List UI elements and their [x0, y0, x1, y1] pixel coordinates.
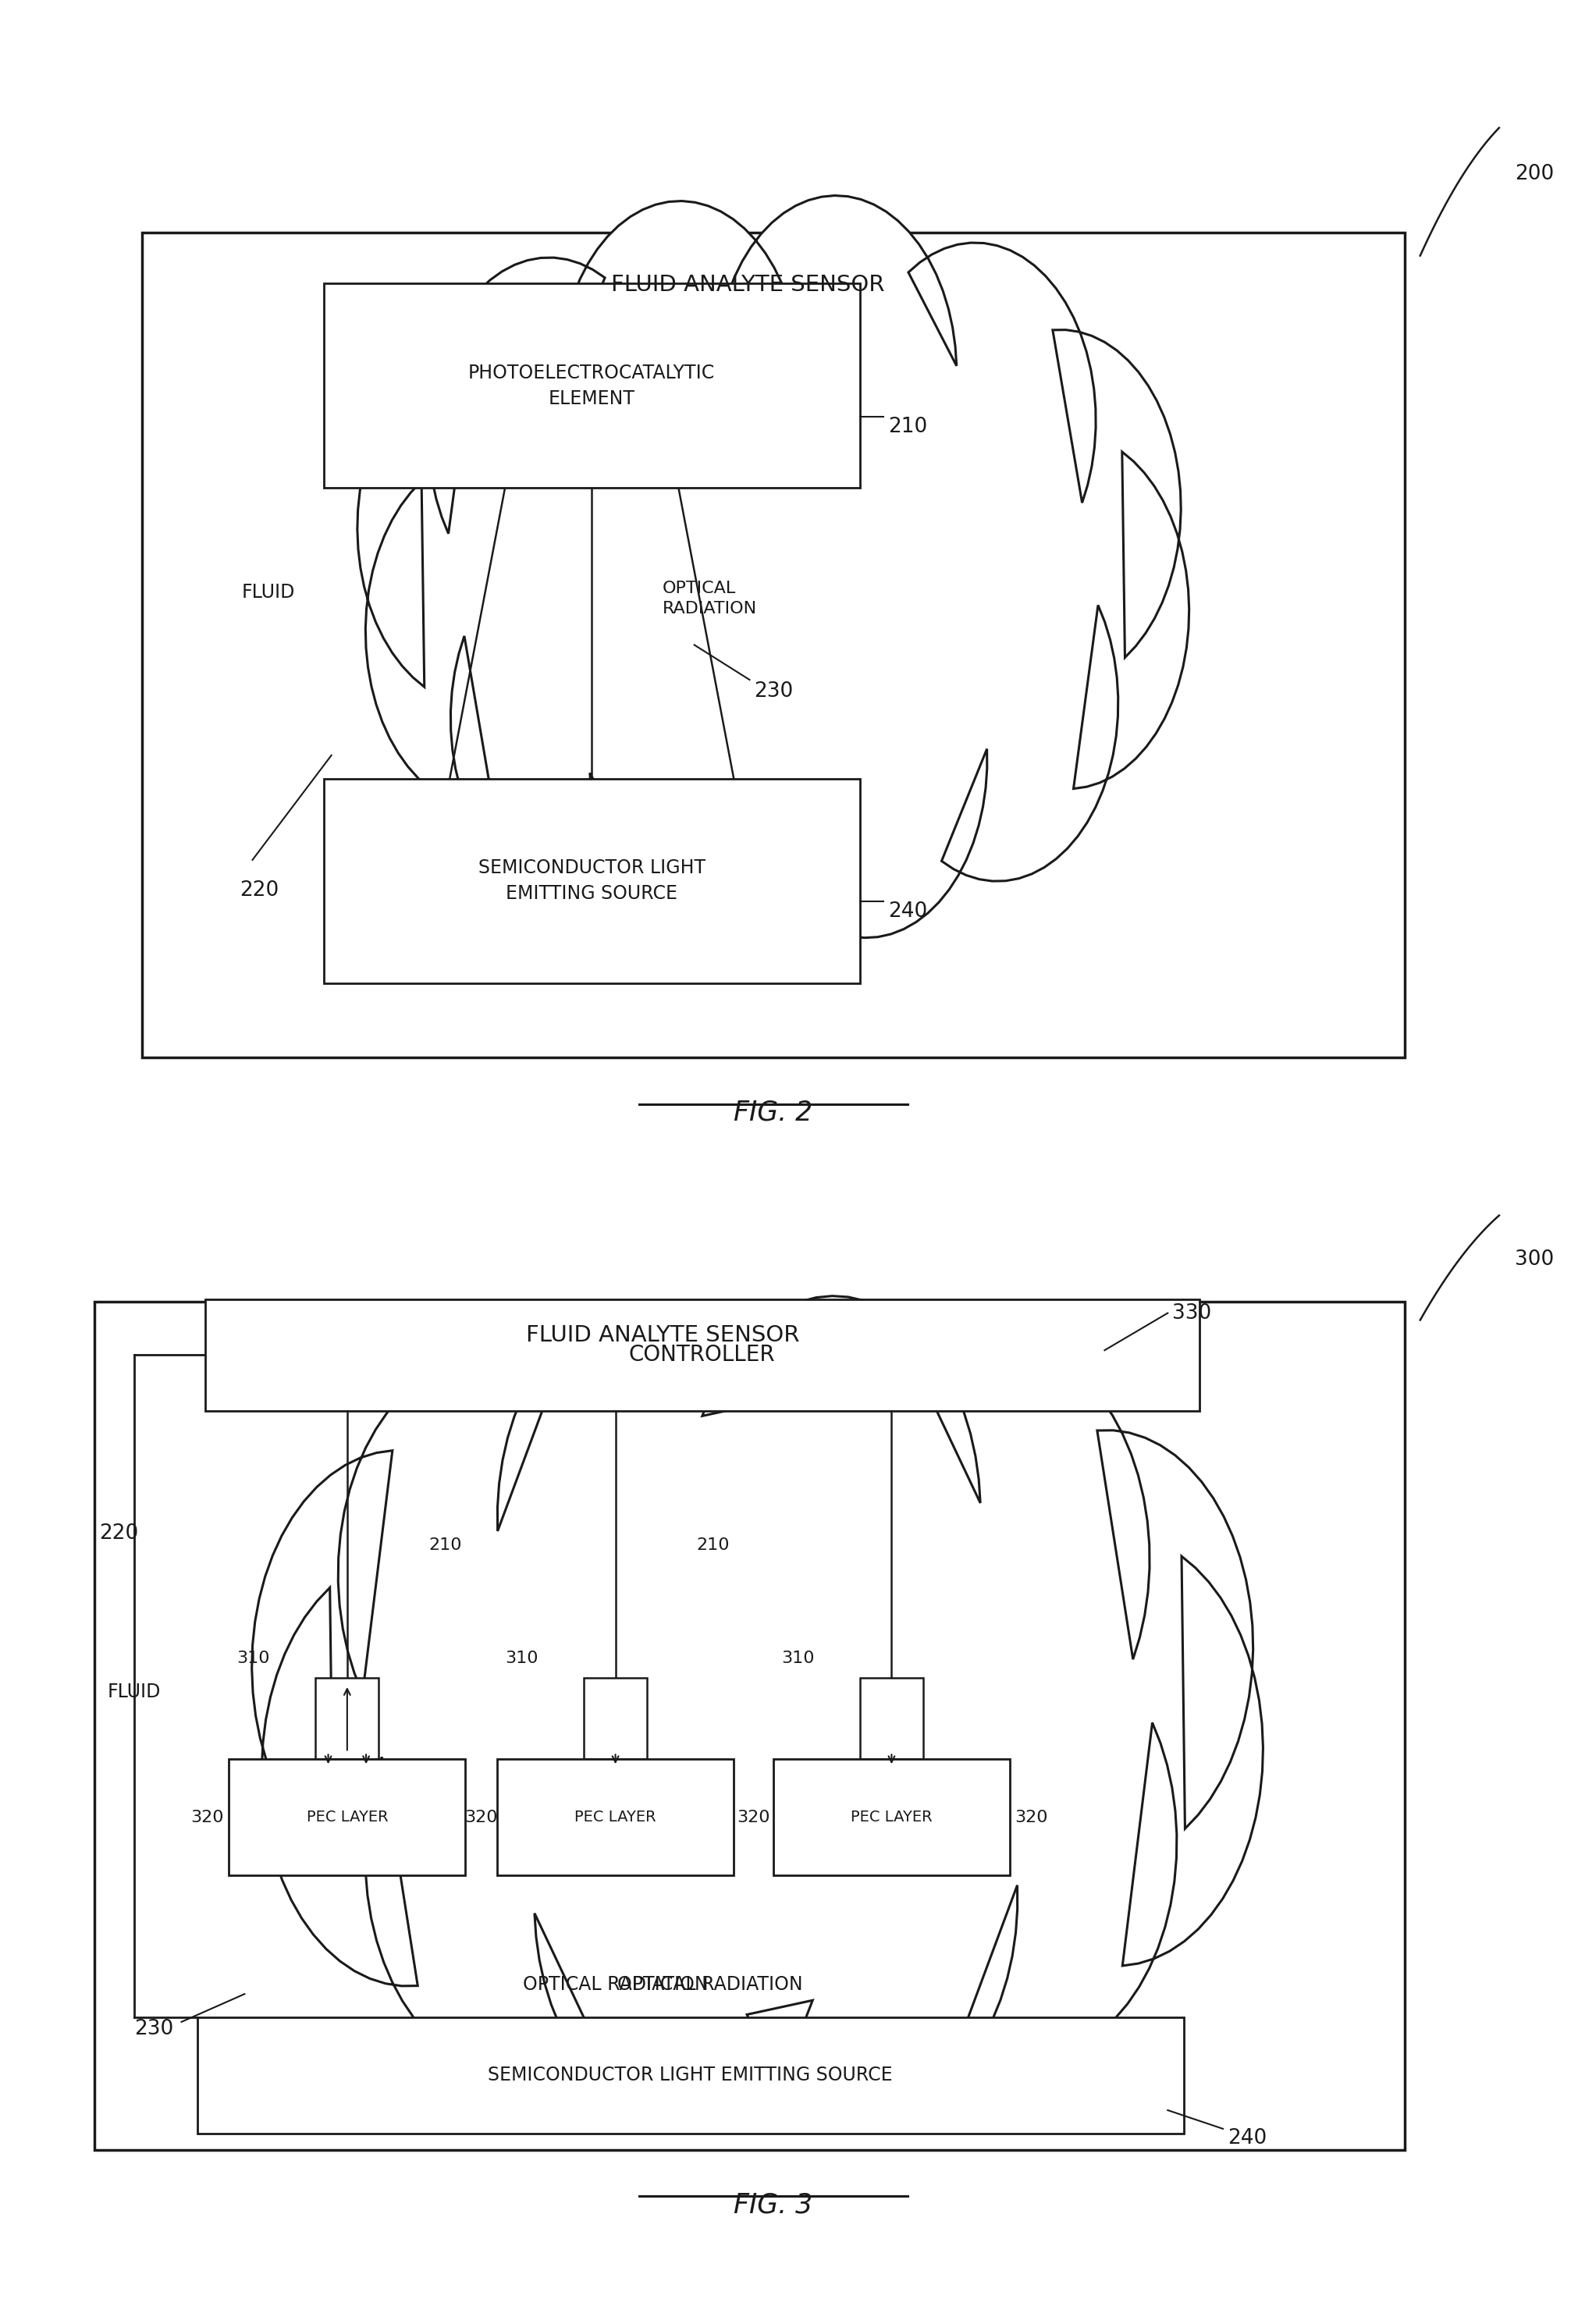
Bar — [142, 232, 1404, 1057]
Text: 230: 230 — [754, 681, 794, 702]
Text: PHOTOELECTROCATALYTIC
ELEMENT: PHOTOELECTROCATALYTIC ELEMENT — [469, 363, 715, 409]
Text: FIG. 3: FIG. 3 — [734, 2192, 813, 2217]
Polygon shape — [357, 195, 1190, 944]
Text: OPTICAL RADIATION: OPTICAL RADIATION — [617, 1975, 803, 1994]
Bar — [584, 1678, 647, 1759]
Text: 240: 240 — [888, 902, 928, 923]
Bar — [197, 2017, 1184, 2133]
Bar — [860, 1678, 923, 1759]
Text: FLUID: FLUID — [241, 583, 295, 602]
Bar — [205, 1299, 1199, 1411]
Text: 210: 210 — [696, 1538, 731, 1552]
Bar — [95, 1301, 1404, 2150]
Text: SEMICONDUCTOR LIGHT
EMITTING SOURCE: SEMICONDUCTOR LIGHT EMITTING SOURCE — [478, 858, 705, 904]
Bar — [229, 1759, 466, 1875]
Text: CONTROLLER: CONTROLLER — [630, 1343, 775, 1367]
Text: 300: 300 — [1515, 1250, 1554, 1269]
Bar — [323, 284, 860, 488]
Text: 240: 240 — [1228, 2129, 1267, 2147]
Text: 310: 310 — [781, 1650, 814, 1666]
Bar — [323, 779, 860, 983]
Text: 210: 210 — [888, 416, 928, 437]
Bar — [773, 1759, 1010, 1875]
Text: FLUID: FLUID — [107, 1683, 161, 1701]
Text: PEC LAYER: PEC LAYER — [306, 1810, 388, 1824]
Text: 230: 230 — [134, 2020, 174, 2038]
Text: 320: 320 — [191, 1810, 224, 1824]
Text: PEC LAYER: PEC LAYER — [851, 1810, 933, 1824]
Text: 210: 210 — [428, 1538, 462, 1552]
Text: 220: 220 — [99, 1525, 139, 1543]
Text: 220: 220 — [240, 881, 279, 899]
Text: PEC LAYER: PEC LAYER — [574, 1810, 656, 1824]
Text: 330: 330 — [1172, 1304, 1212, 1322]
Bar — [497, 1759, 734, 1875]
Text: FIG. 2: FIG. 2 — [734, 1099, 813, 1125]
Text: SEMICONDUCTOR LIGHT EMITTING SOURCE: SEMICONDUCTOR LIGHT EMITTING SOURCE — [488, 2066, 893, 2085]
Polygon shape — [252, 1297, 1262, 2119]
Text: 320: 320 — [464, 1810, 499, 1824]
Text: 200: 200 — [1515, 165, 1554, 184]
Text: 320: 320 — [1015, 1810, 1048, 1824]
Text: 310: 310 — [237, 1650, 270, 1666]
Text: 320: 320 — [737, 1810, 770, 1824]
Text: OPTICAL
RADIATION: OPTICAL RADIATION — [663, 581, 757, 616]
Text: FLUID ANALYTE SENSOR: FLUID ANALYTE SENSOR — [611, 274, 885, 295]
Bar — [316, 1678, 379, 1759]
Text: 310: 310 — [505, 1650, 538, 1666]
Text: FLUID ANALYTE SENSOR: FLUID ANALYTE SENSOR — [525, 1325, 800, 1346]
Text: OPTICAL RADIATION: OPTICAL RADIATION — [522, 1975, 709, 1994]
